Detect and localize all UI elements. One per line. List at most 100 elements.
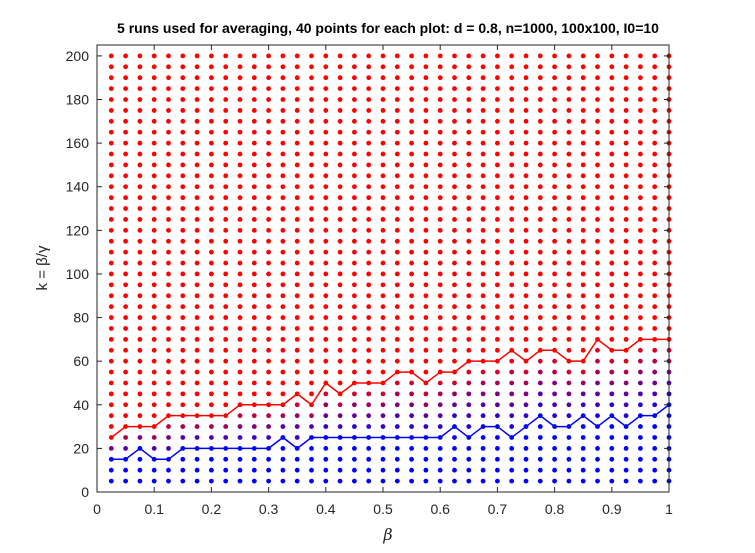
scatter-point xyxy=(137,435,143,440)
scatter-point xyxy=(495,304,500,310)
scatter-point xyxy=(180,129,186,135)
scatter-point xyxy=(423,326,429,331)
scatter-point xyxy=(151,435,157,440)
scatter-point xyxy=(437,391,443,397)
scatter-point xyxy=(537,293,543,299)
scatter-point xyxy=(623,118,629,124)
scatter-point xyxy=(180,380,186,386)
scatter-point xyxy=(223,293,229,299)
scatter-point xyxy=(652,129,658,135)
scatter-point xyxy=(266,140,271,146)
scatter-point xyxy=(523,140,529,146)
scatter-point xyxy=(409,173,414,179)
scatter-point xyxy=(509,369,515,375)
scatter-point xyxy=(166,478,171,484)
scatter-point xyxy=(623,173,629,179)
scatter-point xyxy=(609,456,615,462)
scatter-point xyxy=(552,118,557,124)
scatter-point xyxy=(352,238,357,244)
scatter-point xyxy=(180,249,186,255)
scatter-point xyxy=(366,358,372,364)
lower-threshold-line xyxy=(111,404,670,461)
scatter-point xyxy=(280,347,286,353)
scatter-point xyxy=(495,53,500,59)
y-tick-label: 120 xyxy=(66,222,90,238)
scatter-point xyxy=(652,53,658,59)
scatter-point xyxy=(423,315,429,320)
scatter-point xyxy=(652,435,658,440)
scatter-point xyxy=(352,336,357,342)
scatter-point xyxy=(280,391,286,397)
scatter-point xyxy=(509,86,515,92)
scatter-point xyxy=(251,467,257,473)
scatter-point xyxy=(137,206,143,211)
scatter-point xyxy=(495,140,500,146)
scatter-point xyxy=(337,380,343,386)
scatter-point xyxy=(652,260,658,266)
scatter-point xyxy=(237,238,243,244)
scatter-point xyxy=(452,304,457,310)
scatter-point xyxy=(151,358,157,364)
scatter-point xyxy=(638,75,643,81)
scatter-point xyxy=(209,249,214,255)
y-tick-label: 100 xyxy=(66,266,90,282)
scatter-point xyxy=(437,249,443,255)
scatter-point xyxy=(294,380,300,386)
scatter-point xyxy=(623,108,629,113)
scatter-point xyxy=(552,260,557,266)
scatter-point xyxy=(223,75,229,81)
scatter-point xyxy=(638,162,643,168)
scatter-point xyxy=(623,64,629,70)
scatter-point xyxy=(166,238,171,244)
scatter-point xyxy=(380,336,386,342)
scatter-point xyxy=(309,86,314,92)
scatter-point xyxy=(495,108,500,113)
scatter-point xyxy=(452,282,457,288)
scatter-point xyxy=(523,413,529,419)
scatter-point xyxy=(266,238,271,244)
scatter-point xyxy=(609,282,615,288)
scatter-point xyxy=(480,206,486,211)
scatter-point xyxy=(266,108,271,113)
scatter-point xyxy=(537,195,543,201)
scatter-point xyxy=(566,227,572,233)
scatter-point xyxy=(180,162,186,168)
scatter-point xyxy=(352,162,357,168)
scatter-point xyxy=(266,435,271,440)
scatter-point xyxy=(180,456,186,462)
scatter-point xyxy=(366,217,372,222)
scatter-point xyxy=(309,227,314,233)
scatter-point xyxy=(537,217,543,222)
scatter-point xyxy=(380,86,386,92)
scatter-point xyxy=(180,108,186,113)
scatter-point xyxy=(352,140,357,146)
scatter-point xyxy=(266,129,271,135)
scatter-point xyxy=(223,260,229,266)
scatter-point xyxy=(237,435,243,440)
scatter-point xyxy=(537,402,543,408)
scatter-point xyxy=(609,64,615,70)
x-tick-label: 0.1 xyxy=(144,501,164,517)
scatter-point xyxy=(237,336,243,342)
scatter-point xyxy=(509,162,515,168)
scatter-point xyxy=(309,151,314,157)
scatter-point xyxy=(166,206,171,211)
scatter-point xyxy=(237,140,243,146)
scatter-point xyxy=(137,75,143,81)
scatter-point xyxy=(266,75,271,81)
scatter-point xyxy=(652,75,658,81)
scatter-point xyxy=(251,108,257,113)
scatter-point xyxy=(108,282,114,288)
scatter-point xyxy=(166,282,171,288)
scatter-point xyxy=(266,336,271,342)
scatter-point xyxy=(623,129,629,135)
scatter-point xyxy=(452,238,457,244)
scatter-point xyxy=(580,336,586,342)
scatter-point xyxy=(595,140,600,146)
scatter-point xyxy=(294,86,300,92)
scatter-point xyxy=(452,162,457,168)
scatter-point xyxy=(266,206,271,211)
scatter-point xyxy=(423,467,429,473)
scatter-point xyxy=(209,238,214,244)
scatter-point xyxy=(623,391,629,397)
